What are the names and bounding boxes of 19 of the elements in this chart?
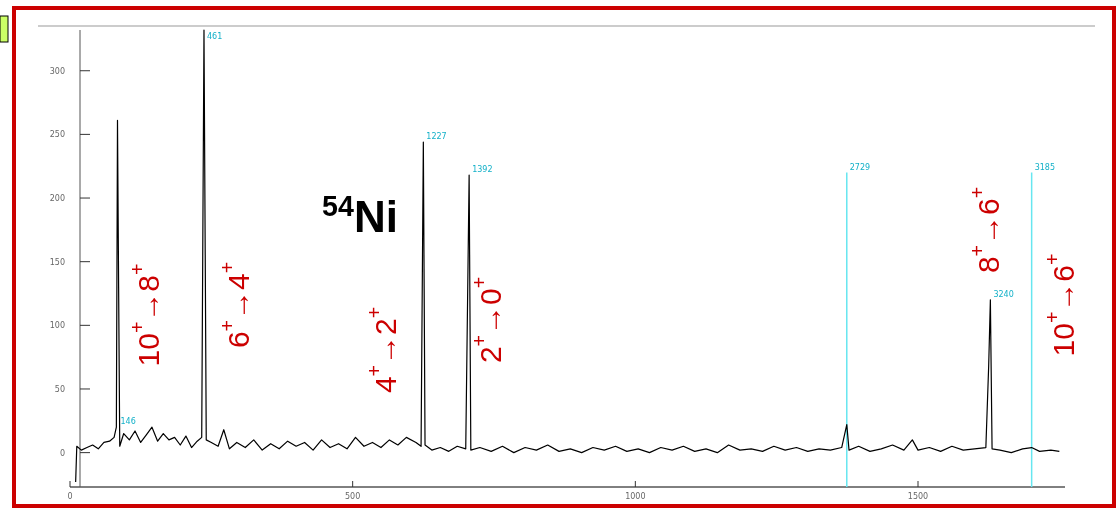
annotation: 1392 bbox=[472, 165, 493, 175]
y-tick-label: 200 bbox=[49, 194, 65, 204]
y-tick-label: 50 bbox=[54, 384, 65, 394]
y-tick-label: 0 bbox=[59, 448, 65, 458]
annotation: 2729 bbox=[849, 162, 871, 172]
text: $^{54}$Ni bbox=[322, 190, 398, 241]
x-tick-label: 500 bbox=[345, 492, 361, 501]
annotation: 461 bbox=[206, 32, 223, 41]
y-tick-label: 300 bbox=[49, 66, 65, 76]
annotation: 3185 bbox=[1034, 162, 1055, 172]
annotation: 146 bbox=[120, 417, 136, 427]
x-tick-label: 1000 bbox=[625, 492, 646, 501]
y-tick-label: 100 bbox=[49, 321, 65, 331]
annotation: 1227 bbox=[426, 132, 447, 142]
x-tick-label: 1500 bbox=[907, 492, 929, 501]
x-tick-label: 0 bbox=[67, 492, 73, 501]
annotation: 3240 bbox=[993, 289, 1014, 299]
y-tick-label: 250 bbox=[49, 130, 65, 140]
y-tick-label: 150 bbox=[49, 257, 65, 267]
